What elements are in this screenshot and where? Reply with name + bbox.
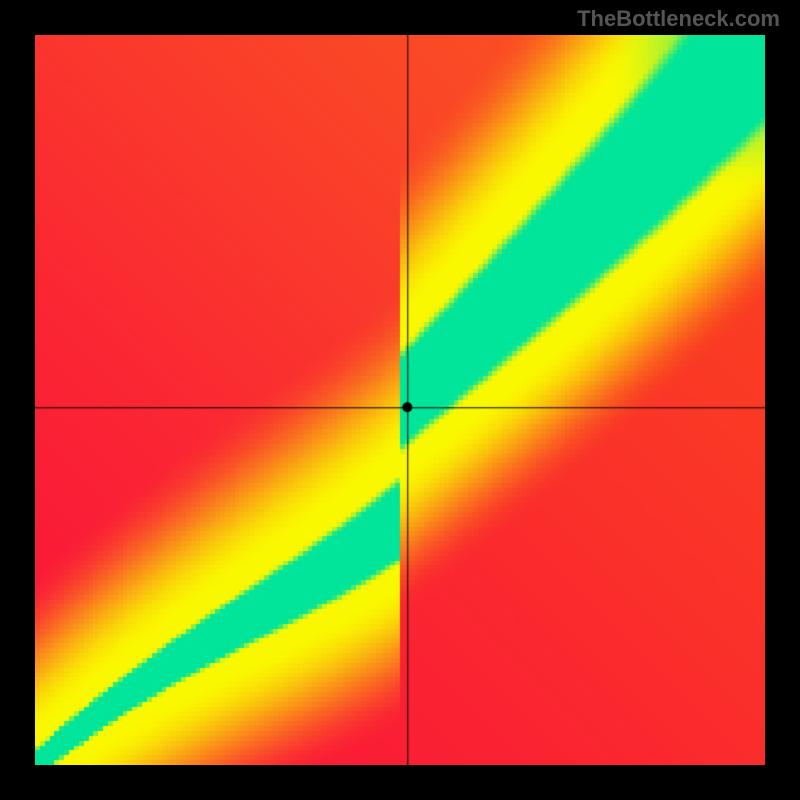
heatmap-plot: [35, 35, 765, 765]
chart-container: TheBottleneck.com: [0, 0, 800, 800]
attribution-label: TheBottleneck.com: [577, 6, 780, 32]
heatmap-canvas: [35, 35, 765, 765]
